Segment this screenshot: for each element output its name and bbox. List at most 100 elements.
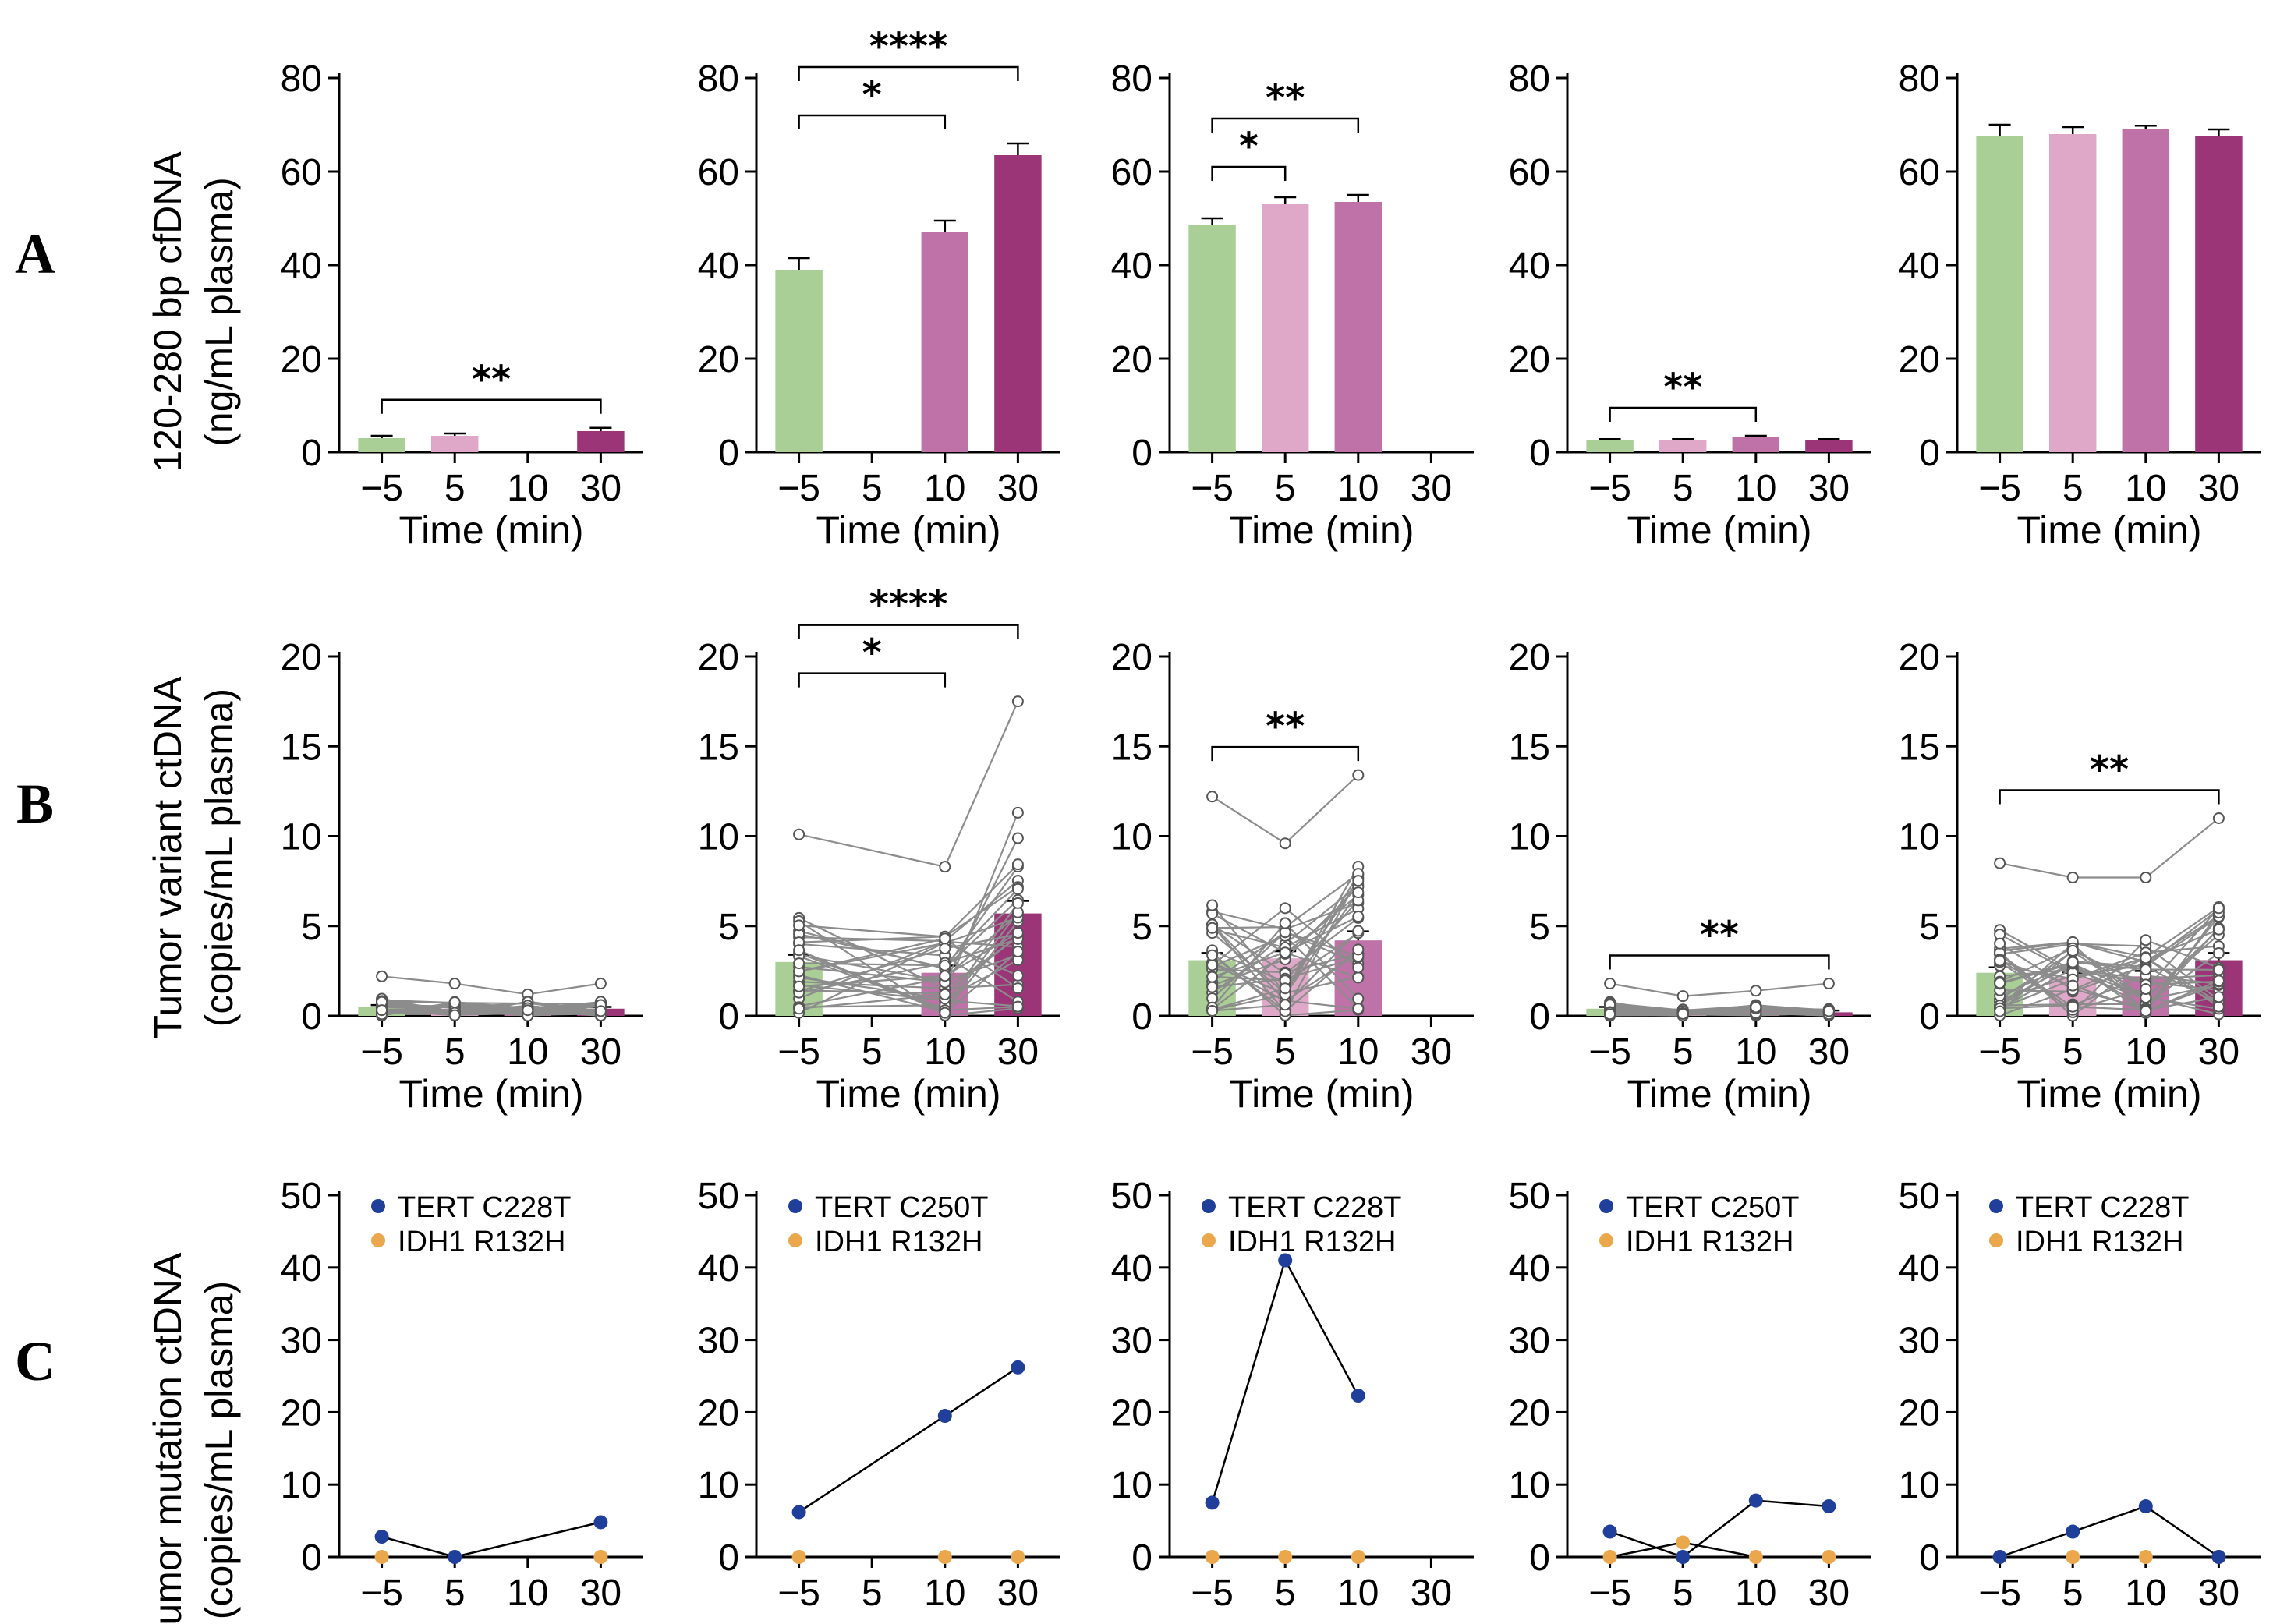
subject-line [1999,862,2073,879]
x-tick-label: 30 [2198,1031,2239,1073]
y-tick-label: 80 [1509,58,1550,100]
idh1-point [937,1550,952,1564]
x-tick-label: 10 [507,1573,548,1614]
y-tick-label: 5 [301,907,322,948]
legend-label-idh1: IDH1 R132H [2016,1226,2183,1258]
subject-line [944,863,1019,938]
x-tick-label: −5 [1191,1573,1234,1614]
significance-bracket [381,398,602,414]
subject-line [1999,950,2073,1012]
subject-line [1999,961,2073,984]
subject-point [1352,992,1365,1005]
subject-line [944,940,1018,948]
bar-1 [1976,136,2023,452]
subject-line [2145,979,2219,1012]
x-tick-label: 10 [1337,1573,1379,1614]
y-tick-label: 40 [281,1248,322,1290]
x-tick-label: 30 [580,468,621,509]
y-tick-label: 10 [1509,1465,1550,1506]
subject-line [1999,961,2073,1011]
x-tick-label: 30 [1808,1031,1850,1073]
y-tick-label: 30 [698,1321,739,1362]
x-tick-label: 5 [444,1031,466,1073]
x-tick-label: 5 [444,468,466,509]
y-tick-label: 50 [698,1176,739,1217]
subject-line [798,949,946,1014]
tert-point [791,1505,806,1520]
subject-line [1999,958,2073,1008]
idh1-point [1278,1550,1293,1564]
subject-point [1676,1007,1689,1020]
x-tick-label: 30 [997,1573,1039,1614]
significance-bracket [1211,165,1287,181]
subject-point [594,1005,607,1017]
bar-4 [2195,136,2243,452]
subject-point [1604,978,1616,990]
idh1-point [791,1550,806,1564]
subject-point [2140,952,2152,964]
y-tick-label: 30 [1509,1321,1550,1362]
subject-line [1284,949,1359,1012]
subject-point [1750,985,1762,997]
significance-bracket [1211,745,1360,762]
subject-line [944,899,1019,969]
significance-bracket [798,672,947,688]
subject-point [2212,947,2225,960]
y-tick-label: 50 [1111,1176,1152,1217]
y-tick-label: 20 [281,339,322,380]
subject-line [1999,941,2073,950]
subject-point [1994,954,2006,967]
x-tick-label: 5 [862,1573,883,1614]
significance-label: * [862,73,882,117]
bar-2 [2048,134,2097,452]
significance-bracket [1211,117,1360,133]
y-tick-label: 10 [281,1465,322,1506]
legend-label-tert: TERT C228T [398,1191,571,1224]
tert-line [1211,1258,1359,1503]
bar-1 [358,438,405,452]
y-tick-label: 30 [1899,1321,1940,1362]
x-tick-label: −5 [360,1031,403,1073]
subject-line [1999,950,2073,1001]
subject-point [522,1004,534,1017]
subject-line [944,701,1019,868]
subject-line [798,833,946,868]
x-tick-label: 30 [997,468,1039,509]
y-tick-label: 15 [281,727,322,768]
y-tick-label: 60 [1899,152,1940,193]
y-tick-label: 15 [698,727,739,768]
subject-point [1279,917,1291,929]
subject-line [2073,961,2146,968]
significance-label: * [862,632,882,675]
subject-line [1999,975,2073,1001]
subject-line [1211,907,1286,966]
subject-point [2066,956,2079,968]
subject-line [944,886,1019,938]
subject-line [455,1009,528,1017]
subject-point [1279,946,1291,959]
subject-line [527,1007,601,1017]
tert-point [1822,1499,1836,1514]
y-tick-label: 0 [301,1537,322,1579]
x-tick-label: 10 [1735,1031,1776,1073]
x-tick-label: 5 [2062,1031,2084,1073]
y-tick-label: 0 [1919,1537,1940,1579]
significance-bracket [798,114,947,129]
bar-4 [1805,440,1853,452]
subject-line [1211,954,1286,1012]
significance-bracket [1999,789,2220,805]
tert-line [381,1521,601,1559]
subject-line [2073,1006,2146,1011]
y-tick-label: 0 [1529,1537,1550,1579]
subject-point [2066,944,2079,957]
x-axis-title: Time (min) [1627,1072,1811,1116]
legend-marker-idh1 [1599,1233,1613,1247]
subject-point [939,861,951,873]
significance-label: ** [1266,705,1305,748]
tert-point [1602,1524,1617,1539]
legend-label-tert: TERT C250T [815,1191,988,1224]
subject-point [1011,1000,1024,1013]
